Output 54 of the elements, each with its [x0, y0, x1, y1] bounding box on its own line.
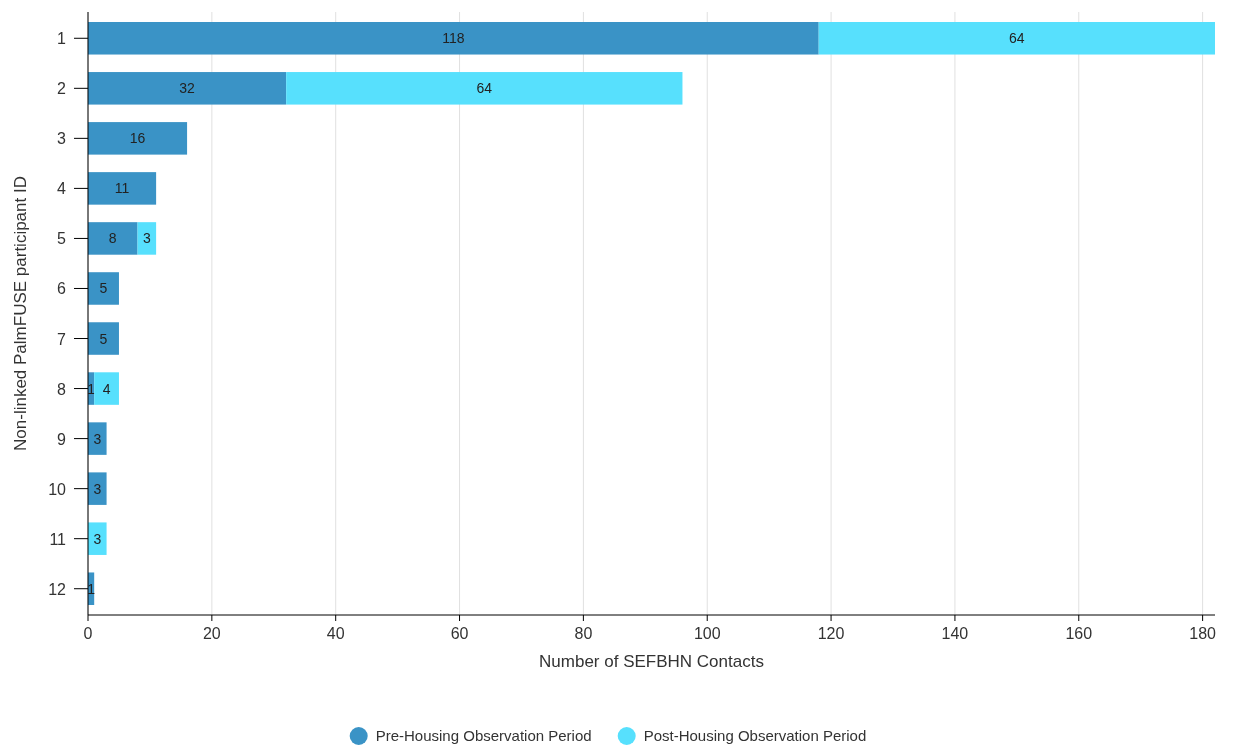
data-label: 8 — [108, 230, 117, 247]
data-label: 3 — [93, 430, 102, 447]
data-label: 16 — [129, 130, 146, 147]
bar — [88, 22, 819, 55]
y-tick-label: 4 — [57, 180, 67, 198]
data-label: 64 — [476, 80, 493, 97]
legend-label: Pre-Housing Observation Period — [375, 727, 592, 744]
data-label: 64 — [1009, 30, 1025, 47]
x-axis-title: Number of SEFBHN Contacts — [539, 652, 764, 671]
data-label: 5 — [99, 280, 108, 297]
data-label: 3 — [93, 530, 102, 547]
y-tick-label: 8 — [57, 380, 67, 398]
bar — [94, 372, 119, 405]
bar — [818, 22, 1215, 55]
x-tick-label: 0 — [83, 625, 93, 642]
y-tick-label: 11 — [49, 530, 67, 548]
x-tick-label: 20 — [202, 625, 221, 642]
legend-label: Post-Housing Observation Period — [643, 727, 867, 744]
y-tick-label: 5 — [57, 230, 67, 248]
bar — [88, 272, 119, 305]
y-tick-label: 12 — [48, 580, 67, 598]
bar — [137, 222, 157, 255]
data-label: 3 — [142, 230, 151, 247]
y-tick-label: 9 — [57, 430, 67, 448]
y-tick-label: 1 — [57, 30, 67, 48]
data-label: 118 — [442, 30, 465, 47]
bar — [286, 72, 683, 105]
data-label: 4 — [102, 380, 111, 397]
x-tick-label: 160 — [1065, 625, 1093, 642]
y-tick-label: 7 — [57, 330, 67, 348]
bar — [88, 322, 119, 355]
x-tick-label: 80 — [574, 625, 593, 642]
y-tick-label: 10 — [48, 480, 67, 498]
x-tick-label: 40 — [326, 625, 345, 642]
x-tick-label: 140 — [941, 625, 969, 642]
y-tick-label: 2 — [57, 80, 67, 98]
x-tick-label: 60 — [450, 625, 469, 642]
y-tick-label: 3 — [57, 130, 67, 148]
y-axis-title: Non-linked PalmFUSE participant ID — [11, 176, 30, 451]
x-tick-label: 120 — [817, 625, 845, 642]
bar — [88, 472, 107, 505]
data-label: 5 — [99, 330, 108, 347]
bar — [88, 172, 157, 205]
y-tick-label: 6 — [57, 280, 67, 298]
bar — [88, 422, 107, 455]
data-label: 11 — [114, 180, 130, 197]
data-label: 32 — [179, 80, 196, 97]
data-label: 3 — [93, 480, 102, 497]
x-tick-label: 100 — [693, 625, 721, 642]
bar — [88, 122, 188, 155]
bar — [88, 522, 107, 555]
x-tick-label: 180 — [1189, 625, 1217, 642]
bar — [88, 72, 287, 105]
bar — [88, 222, 138, 255]
